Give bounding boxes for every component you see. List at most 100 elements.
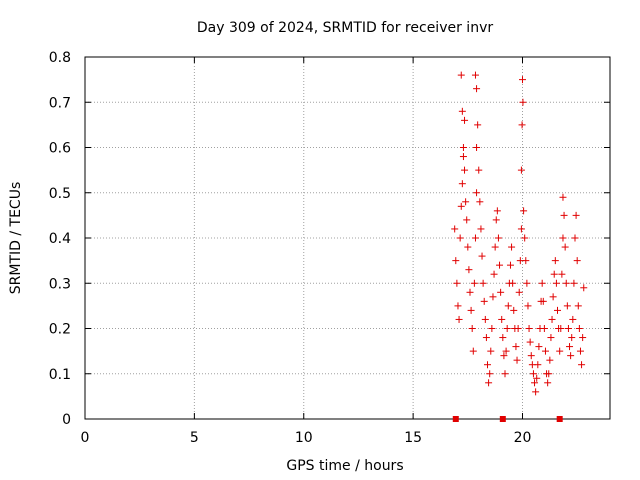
data-point bbox=[475, 166, 483, 174]
data-point bbox=[501, 370, 509, 378]
data-point bbox=[494, 234, 502, 242]
axis-ticks bbox=[84, 56, 610, 420]
y-tick-labels: 0 0.1 0.2 0.3 0.4 0.5 0.6 0.7 0.8 bbox=[49, 50, 71, 428]
x-tick-label: 5 bbox=[190, 430, 199, 446]
data-point bbox=[471, 71, 479, 79]
data-point bbox=[512, 343, 520, 351]
data-point bbox=[523, 279, 531, 287]
data-point bbox=[519, 76, 526, 84]
data-point bbox=[502, 347, 510, 355]
data-point bbox=[451, 225, 459, 233]
data-point bbox=[453, 279, 461, 287]
data-point bbox=[489, 293, 497, 301]
data-point bbox=[519, 98, 527, 106]
data-point bbox=[557, 325, 565, 332]
data-point bbox=[526, 338, 534, 346]
data-point bbox=[473, 144, 481, 151]
data-point bbox=[558, 270, 566, 278]
data-point bbox=[571, 234, 579, 242]
data-point bbox=[579, 334, 587, 342]
data-point bbox=[560, 211, 568, 219]
data-points bbox=[451, 71, 588, 396]
x-tick-label: 10 bbox=[295, 430, 313, 446]
zero-marker bbox=[556, 416, 563, 422]
data-point bbox=[545, 370, 553, 378]
data-point bbox=[517, 166, 525, 174]
x-tick-label: 15 bbox=[404, 430, 422, 446]
data-point bbox=[467, 306, 475, 314]
data-point bbox=[580, 284, 588, 292]
data-point bbox=[527, 352, 535, 360]
data-point bbox=[517, 225, 525, 233]
data-point bbox=[562, 279, 570, 287]
data-point bbox=[459, 153, 467, 161]
data-point bbox=[574, 302, 582, 310]
data-point bbox=[570, 279, 578, 287]
data-point bbox=[567, 352, 575, 360]
data-point bbox=[470, 279, 478, 287]
data-point bbox=[504, 302, 512, 310]
data-point bbox=[572, 211, 580, 219]
data-point bbox=[573, 257, 581, 265]
y-tick-label: 0.8 bbox=[49, 50, 71, 66]
data-point bbox=[477, 225, 485, 233]
data-point bbox=[518, 121, 526, 129]
data-point bbox=[498, 315, 506, 323]
data-point bbox=[469, 347, 477, 355]
data-point bbox=[492, 216, 500, 224]
data-point bbox=[503, 325, 511, 332]
data-point bbox=[556, 347, 564, 355]
data-point bbox=[497, 288, 505, 296]
data-point bbox=[468, 325, 476, 332]
data-point bbox=[513, 356, 521, 364]
data-point bbox=[554, 306, 561, 314]
data-point bbox=[466, 288, 474, 296]
data-point bbox=[563, 302, 571, 310]
data-point bbox=[488, 325, 496, 332]
data-point bbox=[524, 302, 532, 310]
data-point bbox=[544, 379, 552, 387]
data-point bbox=[564, 325, 572, 332]
data-point bbox=[486, 370, 494, 378]
data-point bbox=[464, 243, 472, 251]
data-point bbox=[479, 279, 487, 287]
data-point bbox=[457, 71, 465, 79]
data-point bbox=[484, 361, 491, 369]
data-point bbox=[514, 325, 522, 332]
data-point bbox=[476, 198, 484, 206]
data-point bbox=[509, 279, 517, 287]
data-point bbox=[541, 347, 549, 355]
data-point bbox=[549, 293, 557, 301]
data-point bbox=[454, 302, 462, 310]
y-tick-label: 0.1 bbox=[49, 367, 71, 383]
data-point bbox=[522, 257, 530, 265]
data-point bbox=[525, 325, 533, 332]
data-point bbox=[465, 266, 473, 274]
y-tick-label: 0 bbox=[62, 412, 71, 428]
data-point bbox=[463, 216, 471, 224]
zero-marker bbox=[499, 416, 506, 422]
data-point bbox=[478, 252, 486, 260]
data-point bbox=[575, 325, 583, 332]
data-point bbox=[520, 207, 528, 215]
data-point bbox=[458, 107, 466, 115]
data-point bbox=[461, 166, 469, 174]
data-point bbox=[538, 279, 546, 287]
zero-marker bbox=[452, 416, 459, 422]
data-point bbox=[506, 261, 514, 269]
data-point bbox=[559, 193, 567, 201]
data-point bbox=[459, 144, 467, 151]
data-point bbox=[551, 257, 559, 265]
data-point bbox=[487, 347, 495, 355]
y-tick-label: 0.7 bbox=[49, 95, 71, 111]
data-point bbox=[535, 343, 543, 351]
data-point bbox=[534, 361, 542, 369]
data-point bbox=[548, 315, 556, 323]
data-point bbox=[461, 116, 469, 124]
data-point bbox=[496, 261, 504, 269]
data-point bbox=[482, 334, 490, 342]
x-tick-labels: 0 5 10 15 20 bbox=[81, 430, 532, 446]
data-point bbox=[529, 370, 537, 378]
data-point bbox=[485, 379, 493, 387]
